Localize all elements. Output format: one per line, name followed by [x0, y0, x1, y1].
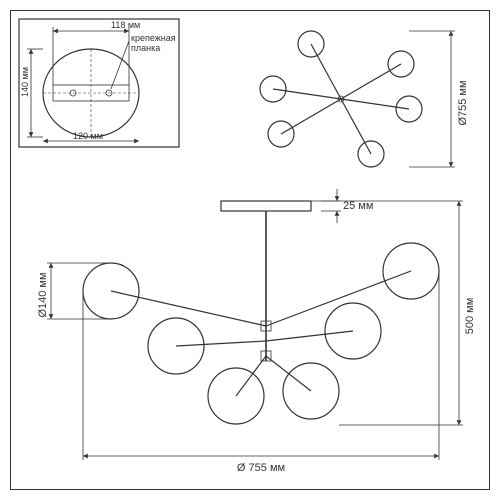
dim-height-500: 500 мм [464, 298, 476, 335]
dim-ball-140: Ø140 мм [37, 272, 49, 317]
base-plate-detail: 118 мм крепежная планка 140 мм 120 мм [19, 19, 179, 147]
dim-width-755: Ø 755 мм [237, 462, 285, 474]
technical-drawing: 118 мм крепежная планка 140 мм 120 мм [11, 11, 489, 489]
dim-120: 120 мм [73, 131, 103, 141]
side-view: 25 мм Ø140 мм 500 мм Ø [37, 189, 476, 474]
dim-140: 140 мм [20, 67, 30, 97]
dim-25: 25 мм [343, 200, 373, 212]
drawing-frame: 118 мм крепежная планка 140 мм 120 мм [10, 10, 490, 490]
top-view: Ø755 мм [260, 31, 469, 167]
dim-top-755: Ø755 мм [457, 80, 469, 125]
bracket-label-2: планка [131, 43, 160, 53]
dim-118: 118 мм [111, 20, 140, 30]
bracket-label-1: крепежная [131, 33, 176, 43]
